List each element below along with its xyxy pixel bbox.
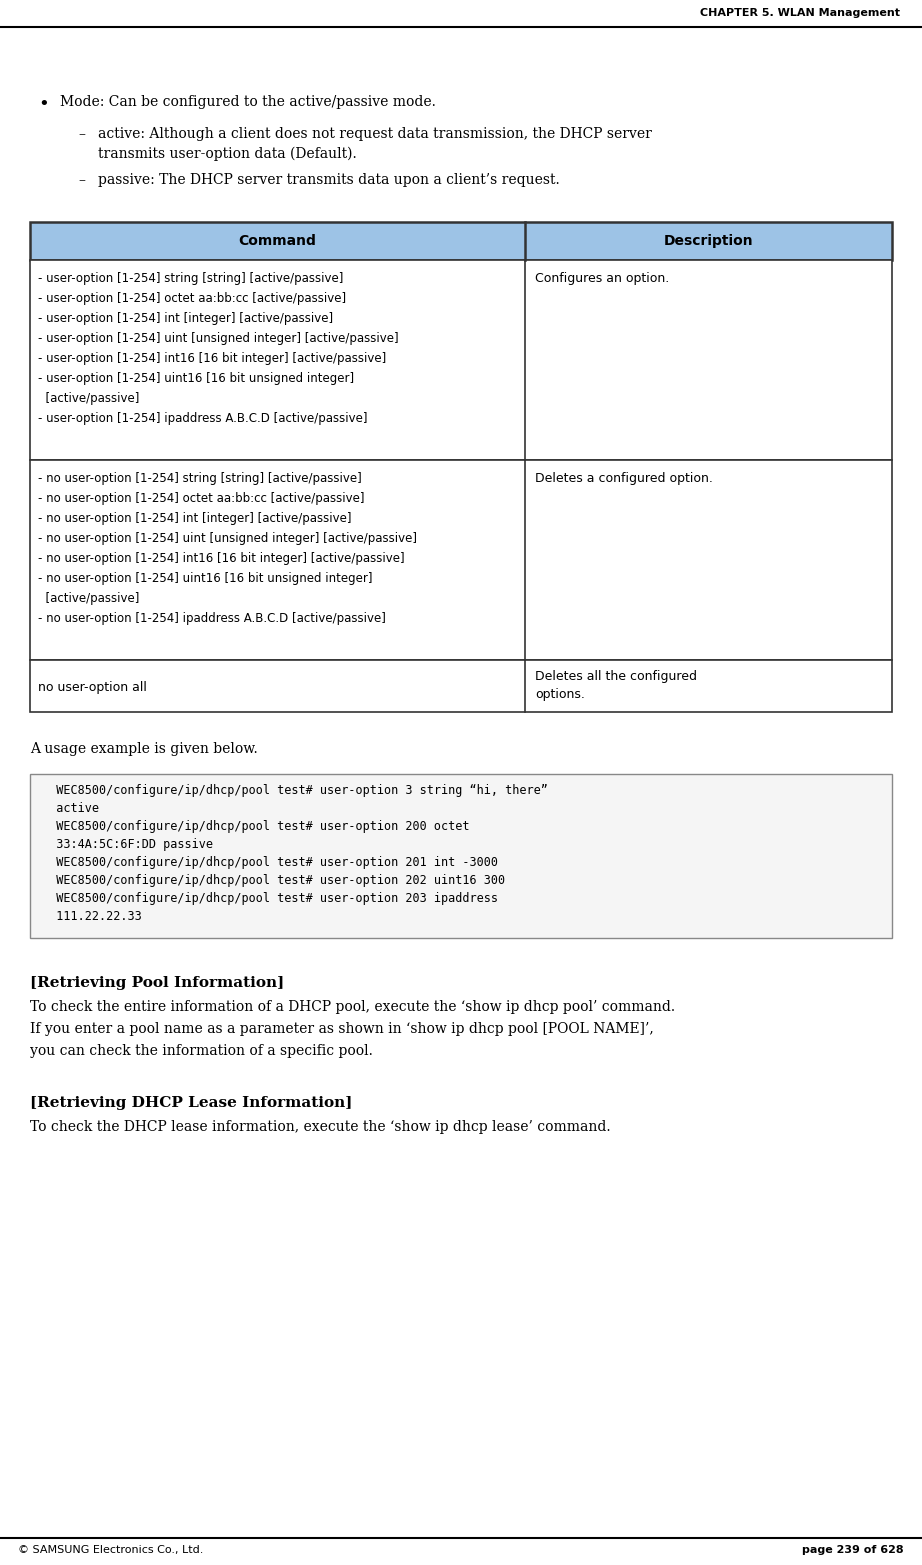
- Text: - no user-option [1-254] octet aa:bb:cc [active/passive]: - no user-option [1-254] octet aa:bb:cc …: [38, 491, 364, 505]
- Text: page 239 of 628: page 239 of 628: [802, 1545, 904, 1556]
- Bar: [30, 222, 892, 260]
- Text: [active/passive]: [active/passive]: [38, 592, 139, 606]
- Text: WEC8500/configure/ip/dhcp/pool test# user-option 3 string “hi, there”: WEC8500/configure/ip/dhcp/pool test# use…: [42, 784, 548, 797]
- Text: - no user-option [1-254] string [string] [active/passive]: - no user-option [1-254] string [string]…: [38, 473, 361, 485]
- Text: transmits user-option data (Default).: transmits user-option data (Default).: [98, 147, 357, 161]
- Bar: [30, 660, 892, 712]
- Text: 33:4A:5C:6F:DD passive: 33:4A:5C:6F:DD passive: [42, 837, 213, 851]
- Text: To check the entire information of a DHCP pool, execute the ‘show ip dhcp pool’ : To check the entire information of a DHC…: [30, 1000, 675, 1014]
- Text: [Retrieving Pool Information]: [Retrieving Pool Information]: [30, 977, 284, 991]
- Text: - user-option [1-254] uint [unsigned integer] [active/passive]: - user-option [1-254] uint [unsigned int…: [38, 332, 398, 344]
- Text: Command: Command: [239, 235, 316, 247]
- Text: active: active: [42, 801, 99, 815]
- Text: - no user-option [1-254] uint [unsigned integer] [active/passive]: - no user-option [1-254] uint [unsigned …: [38, 532, 417, 545]
- Text: A usage example is given below.: A usage example is given below.: [30, 742, 258, 756]
- Text: you can check the information of a specific pool.: you can check the information of a speci…: [30, 1044, 372, 1058]
- Bar: [30, 260, 892, 460]
- Text: active: Although a client does not request data transmission, the DHCP server: active: Although a client does not reque…: [98, 127, 652, 141]
- Text: options.: options.: [535, 689, 585, 701]
- Text: WEC8500/configure/ip/dhcp/pool test# user-option 202 uint16 300: WEC8500/configure/ip/dhcp/pool test# use…: [42, 873, 505, 887]
- Bar: [30, 775, 892, 937]
- Text: passive: The DHCP server transmits data upon a client’s request.: passive: The DHCP server transmits data …: [98, 174, 560, 186]
- Text: Deletes all the configured: Deletes all the configured: [535, 670, 697, 682]
- Text: - no user-option [1-254] uint16 [16 bit unsigned integer]: - no user-option [1-254] uint16 [16 bit …: [38, 571, 372, 585]
- Text: To check the DHCP lease information, execute the ‘show ip dhcp lease’ command.: To check the DHCP lease information, exe…: [30, 1121, 610, 1135]
- Text: - user-option [1-254] uint16 [16 bit unsigned integer]: - user-option [1-254] uint16 [16 bit uns…: [38, 372, 354, 385]
- Text: –: –: [78, 127, 85, 141]
- Text: - user-option [1-254] int16 [16 bit integer] [active/passive]: - user-option [1-254] int16 [16 bit inte…: [38, 352, 386, 365]
- Text: WEC8500/configure/ip/dhcp/pool test# user-option 200 octet: WEC8500/configure/ip/dhcp/pool test# use…: [42, 820, 469, 833]
- Text: - user-option [1-254] int [integer] [active/passive]: - user-option [1-254] int [integer] [act…: [38, 311, 333, 326]
- Text: If you enter a pool name as a parameter as shown in ‘show ip dhcp pool [POOL NAM: If you enter a pool name as a parameter …: [30, 1022, 654, 1036]
- Text: WEC8500/configure/ip/dhcp/pool test# user-option 201 int -3000: WEC8500/configure/ip/dhcp/pool test# use…: [42, 856, 498, 869]
- Text: •: •: [38, 95, 49, 113]
- Text: - no user-option [1-254] int16 [16 bit integer] [active/passive]: - no user-option [1-254] int16 [16 bit i…: [38, 552, 405, 565]
- Text: - user-option [1-254] octet aa:bb:cc [active/passive]: - user-option [1-254] octet aa:bb:cc [ac…: [38, 293, 346, 305]
- Text: Description: Description: [664, 235, 753, 247]
- Text: no user-option all: no user-option all: [38, 681, 147, 693]
- Text: - user-option [1-254] ipaddress A.B.C.D [active/passive]: - user-option [1-254] ipaddress A.B.C.D …: [38, 412, 368, 426]
- Text: Deletes a configured option.: Deletes a configured option.: [535, 473, 713, 485]
- Text: Configures an option.: Configures an option.: [535, 272, 669, 285]
- Text: [Retrieving DHCP Lease Information]: [Retrieving DHCP Lease Information]: [30, 1096, 352, 1110]
- Text: –: –: [78, 174, 85, 186]
- Text: - user-option [1-254] string [string] [active/passive]: - user-option [1-254] string [string] [a…: [38, 272, 343, 285]
- Text: Mode: Can be configured to the active/passive mode.: Mode: Can be configured to the active/pa…: [60, 95, 436, 110]
- Bar: [30, 460, 892, 660]
- Text: WEC8500/configure/ip/dhcp/pool test# user-option 203 ipaddress: WEC8500/configure/ip/dhcp/pool test# use…: [42, 892, 498, 905]
- Text: © SAMSUNG Electronics Co., Ltd.: © SAMSUNG Electronics Co., Ltd.: [18, 1545, 204, 1556]
- Text: [active/passive]: [active/passive]: [38, 391, 139, 405]
- Text: - no user-option [1-254] int [integer] [active/passive]: - no user-option [1-254] int [integer] […: [38, 512, 351, 524]
- Text: 111.22.22.33: 111.22.22.33: [42, 909, 142, 923]
- Text: CHAPTER 5. WLAN Management: CHAPTER 5. WLAN Management: [700, 8, 900, 19]
- Text: - no user-option [1-254] ipaddress A.B.C.D [active/passive]: - no user-option [1-254] ipaddress A.B.C…: [38, 612, 386, 624]
